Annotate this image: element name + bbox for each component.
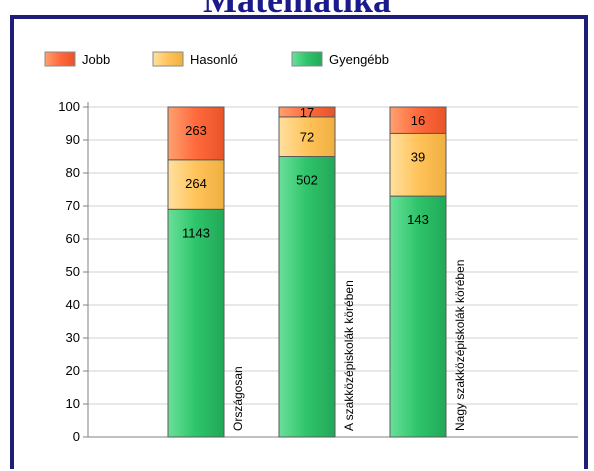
bar-segment-jobb (389, 106, 447, 134)
y-tick-label: 40 (66, 297, 80, 312)
category-label: Nagy szakközépiskolák körében (453, 260, 467, 431)
data-label: 264 (185, 176, 207, 191)
y-tick-label: 100 (58, 99, 80, 114)
bar-segment-gyengebb (278, 156, 336, 438)
data-label: 1143 (182, 225, 210, 240)
data-label: 72 (300, 130, 314, 145)
legend-label: Hasonló (190, 52, 238, 67)
data-label: 39 (411, 149, 425, 164)
y-tick-label: 50 (66, 264, 80, 279)
y-tick-label: 0 (73, 429, 80, 444)
y-tick-label: 60 (66, 231, 80, 246)
category-label: A szakközépiskolák körében (342, 280, 356, 431)
y-tick-label: 90 (66, 132, 80, 147)
category-label: Országosan (231, 366, 245, 431)
bar-segment-gyengebb (167, 208, 225, 438)
data-label: 502 (296, 173, 318, 188)
bar-segment-jobb (278, 106, 336, 118)
data-label: 263 (185, 123, 207, 138)
bar-segment-hasonlo (389, 132, 447, 197)
y-tick-label: 80 (66, 165, 80, 180)
y-tick-label: 20 (66, 363, 80, 378)
data-label: 16 (411, 113, 425, 128)
legend-swatch-jobb (44, 51, 76, 67)
legend-swatch-hasonlo (152, 51, 184, 67)
legend-swatch-gyengebb (291, 51, 323, 67)
y-tick-label: 70 (66, 198, 80, 213)
bar-segment-hasonlo (278, 116, 336, 157)
y-tick-label: 10 (66, 396, 80, 411)
data-label: 143 (407, 212, 429, 227)
y-tick-label: 30 (66, 330, 80, 345)
legend-label: Jobb (82, 52, 110, 67)
bar-segment-gyengebb (389, 195, 447, 438)
bar-segment-jobb (167, 106, 225, 161)
data-label: 17 (300, 105, 314, 120)
legend-label: Gyengébb (329, 52, 389, 67)
